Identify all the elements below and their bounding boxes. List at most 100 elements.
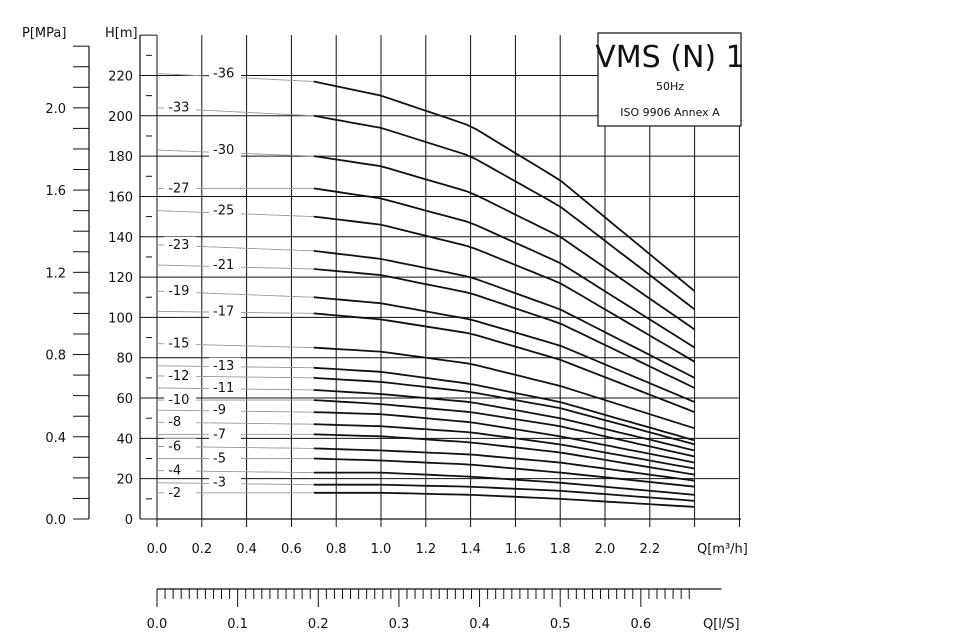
head-tick-label: 0 [125,513,133,528]
stage-label: -15 [168,337,189,352]
stage-label-bg [164,414,197,430]
stage-label-bg [164,392,197,408]
curve-stage-30 [313,155,696,331]
head-tick-label: 20 [116,473,133,488]
head-tick-label: 140 [108,231,133,246]
stage-label: -25 [213,204,234,219]
head-tick-label: 80 [116,352,133,367]
stage-label-bg [209,474,241,490]
flow-ls-tick-label: 0.5 [550,617,571,632]
stage-labels: -36 -33 -30 -27 -25 -23 -21 -19 -17 -15 -13 -12 -11 -… [164,65,241,501]
stage-label-bg [209,357,241,373]
axes: 0 20 40 60 80 100 120 140 160 180 200 220 0.0 0.4 0.8 1… [45,34,740,632]
curve-stage-3 [313,483,695,502]
stage-label-bg [164,99,197,115]
head-tick-label: 200 [108,110,133,125]
stage-label-bg [164,283,197,299]
curve-stage-17 [313,312,695,414]
head-tick-label: 40 [116,432,133,447]
curve-stage-36 [313,80,696,292]
flow-m3h-axis-title: Q[m³/h] [697,542,748,557]
flow-tick-label: 0.0 [147,542,168,557]
stage-label: -13 [213,359,234,374]
flow-ls-tick-label: 0.3 [389,617,410,632]
head-tick-label: 60 [116,392,133,407]
stage-label-bg [209,303,241,319]
stage-label: -27 [168,181,189,196]
stage-label-bg [209,450,241,466]
stage-label: -23 [168,238,189,253]
curve-stage-21 [313,268,695,389]
curve-stage-5 [313,457,695,488]
flow-tick-label: 0.4 [236,542,257,557]
stage-label: -30 [213,143,234,158]
stage-label-bg [164,438,197,454]
curve-stage-12 [313,377,695,446]
frequency-label: 50Hz [656,80,684,93]
curve-stage-10 [313,399,695,458]
flow-tick-label: 1.4 [460,542,481,557]
stage-label-bg [209,426,241,442]
flow-tick-label: 1.2 [415,542,436,557]
stage-label: -36 [213,66,234,81]
curve-stage-25 [313,215,696,363]
stage-label: -17 [213,304,234,319]
stage-label-bg [209,379,241,395]
stage-label-bg [209,256,241,272]
flow-ls-tick-label: 0.1 [227,617,248,632]
stage-label: -11 [213,381,234,396]
curve-stage-19 [313,296,695,403]
pressure-axis-title: P[MPa] [22,26,66,41]
flow-ls-tick-label: 0.6 [630,617,651,632]
curve-stage-33 [313,114,696,311]
head-tick-label: 120 [108,271,133,286]
flow-tick-label: 1.8 [550,542,571,557]
head-tick-label: 160 [108,190,133,205]
stage-label: -33 [168,101,189,116]
curve-stage-11 [313,389,695,452]
pressure-tick-label: 2.0 [45,102,66,117]
stage-label-bg [164,484,197,500]
stage-label: -8 [168,415,181,430]
stage-label-bg [164,462,197,478]
flow-tick-label: 1.0 [371,542,392,557]
flow-ls-tick-label: 0.0 [147,617,168,632]
curve-stage-23 [313,250,696,379]
stage-label: -4 [168,464,181,479]
stage-label: -5 [213,452,226,467]
stage-label: -7 [213,427,226,442]
stage-label-bg [209,202,241,218]
stage-label: -10 [168,393,189,408]
pressure-tick-label: 1.6 [45,184,66,199]
flow-ls-axis-title: Q[l/S] [703,617,740,632]
flow-tick-label: 0.8 [326,542,347,557]
flow-tick-label: 1.6 [505,542,526,557]
head-axis-title: H[m] [105,26,138,41]
curve-stage-15 [313,346,695,430]
flow-tick-label: 0.6 [281,542,302,557]
title-block-frame [597,32,742,127]
stage-label-bg [164,236,197,252]
curve-stage-7 [313,433,695,476]
stage-label-bg [164,335,197,351]
stage-label-bg [164,367,197,383]
head-tick-label: 220 [108,69,133,84]
pressure-tick-label: 1.2 [45,266,66,281]
stage-label: -12 [168,369,189,384]
title-block: VMS (N) 1 50Hz ISO 9906 Annex A [595,32,745,127]
curve-stage-9 [313,411,695,464]
flow-tick-label: 0.2 [191,542,212,557]
stage-label: -9 [213,403,226,418]
stage-label: -19 [168,284,189,299]
curve-stage-13 [313,366,695,442]
flow-tick-label: 2.0 [595,542,616,557]
curve-stage-2 [313,491,695,508]
curve-stage-6 [313,447,695,482]
curve-stage-4 [313,471,695,496]
stage-label-bg [209,142,241,158]
stage-label: -6 [168,439,181,454]
flow-ls-tick-label: 0.2 [308,617,329,632]
stage-label-bg [209,402,241,418]
pressure-tick-label: 0.8 [45,349,66,364]
